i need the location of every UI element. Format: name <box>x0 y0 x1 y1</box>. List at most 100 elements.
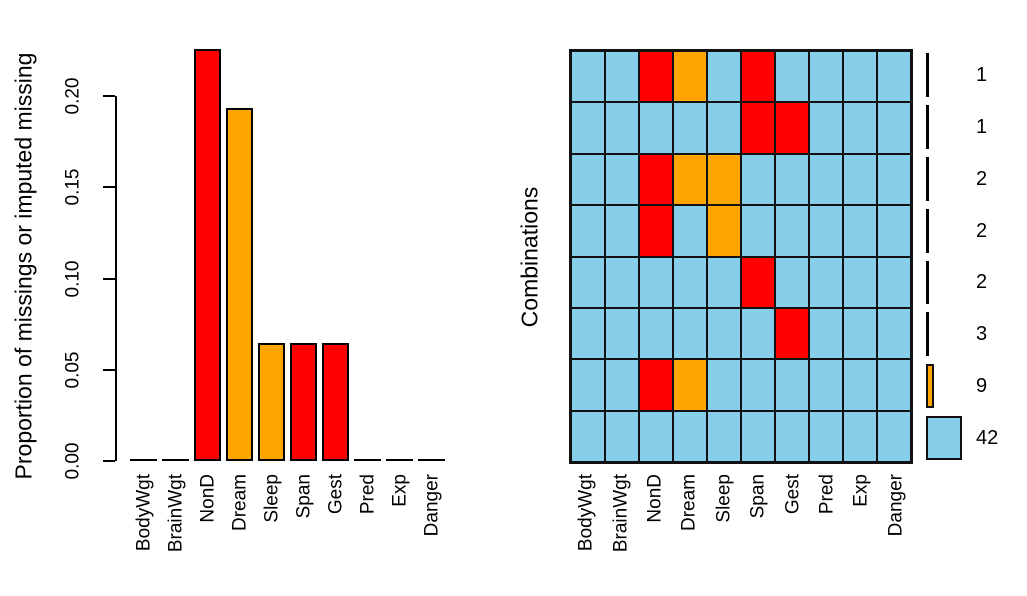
heatmap-cell-r8-brainwgt <box>605 410 639 462</box>
heatmap-cell-r7-pred <box>809 359 843 411</box>
combination-count-label: 9 <box>976 375 988 398</box>
legend-count-bar <box>926 104 929 149</box>
barplot-category-label: BrainWgt <box>165 474 186 552</box>
heatmap-cell-r1-danger <box>877 51 911 103</box>
barplot-category-label: Pred <box>357 474 378 515</box>
heatmap-cell-r5-span <box>741 256 775 308</box>
y-tick <box>103 95 115 97</box>
heatmap-category-label-text: BrainWgt <box>610 474 632 553</box>
heatmap-cell-r3-exp <box>843 153 877 206</box>
y-axis-line <box>115 96 117 461</box>
y-tick-label-text: 0.05 <box>62 351 84 389</box>
heatmap-category-label-text: NonD <box>644 474 666 523</box>
heatmap-cell-r1-brainwgt <box>605 51 639 103</box>
heatmap-cell-r8-danger <box>877 410 911 462</box>
heatmap-category-label: BodyWgt <box>576 474 597 551</box>
heatmap-cell-r2-span <box>741 102 775 154</box>
barplot-category-label-text: NonD <box>197 474 218 523</box>
heatmap-category-label: Pred <box>817 474 838 514</box>
heatmap-cell-r6-gest <box>775 307 809 360</box>
heatmap-cell-r7-brainwgt <box>605 359 639 411</box>
y-tick-label-text: 0.10 <box>62 260 84 297</box>
heatmap-cell-r3-gest <box>775 153 809 206</box>
heatmap-cell-r2-exp <box>843 102 877 154</box>
heatmap-category-label: Sleep <box>713 474 735 523</box>
heatmap-category-label: Dream <box>678 474 700 532</box>
bar-brainwgt-zero <box>162 459 189 461</box>
heatmap-cell-r4-bodywgt <box>571 205 605 257</box>
heatmap-cell-r5-danger <box>877 256 911 308</box>
heatmap-cell-r5-nond <box>639 256 673 308</box>
heatmap-cell-r5-bodywgt <box>571 256 605 308</box>
legend-count-bar <box>926 312 929 357</box>
combination-count-label: 2 <box>976 219 988 242</box>
bar-exp-zero <box>386 459 413 461</box>
legend-count-bar <box>926 260 929 305</box>
heatmap-category-label: Gest <box>782 474 803 514</box>
heatmap-cell-r5-gest <box>775 256 809 308</box>
combination-count-label: 1 <box>976 63 988 86</box>
barplot-category-label-text: Gest <box>325 474 346 515</box>
heatmap-cell-r3-bodywgt <box>571 153 605 206</box>
heatmap-category-label-text: Sleep <box>713 474 735 523</box>
heatmap-cell-r5-dream <box>673 256 707 308</box>
legend-count-bar <box>926 208 929 253</box>
heatmap-category-label-text: Danger <box>885 474 907 537</box>
legend-count-bar <box>926 416 962 460</box>
barplot-category-label-text: Span <box>293 474 314 519</box>
barplot-category-label: Dream <box>229 474 250 532</box>
heatmap-cell-r5-pred <box>809 256 843 308</box>
bar-sleep <box>258 343 285 461</box>
barplot-y-axis-title: Proportion of missings or imputed missin… <box>10 52 37 480</box>
barplot-category-label: NonD <box>197 474 218 523</box>
heatmap-cell-r6-pred <box>809 307 843 360</box>
barplot-y-axis-title-text: Proportion of missings or imputed missin… <box>10 52 37 480</box>
heatmap-cell-r6-brainwgt <box>605 307 639 360</box>
heatmap-cell-r7-sleep <box>707 359 741 411</box>
heatmap-cell-r3-brainwgt <box>605 153 639 206</box>
combinations-axis-title-text: Combinations <box>516 186 543 328</box>
heatmap-cell-r7-dream <box>673 359 707 411</box>
heatmap-cell-r6-danger <box>877 307 911 360</box>
heatmap-cell-r1-bodywgt <box>571 51 605 103</box>
heatmap-cell-r4-sleep <box>707 205 741 257</box>
heatmap-cell-r8-pred <box>809 410 843 462</box>
heatmap-cell-r8-dream <box>673 410 707 462</box>
heatmap-cell-r1-dream <box>673 51 707 103</box>
combination-count-label: 1 <box>976 115 988 138</box>
heatmap-cell-r5-sleep <box>707 256 741 308</box>
heatmap-cell-r1-gest <box>775 51 809 103</box>
heatmap-cell-r4-nond <box>639 205 673 257</box>
heatmap-cell-r8-exp <box>843 410 877 462</box>
barplot-category-label-text: Dream <box>229 474 250 532</box>
combinations-grid <box>569 49 913 464</box>
barplot-category-label-text: Pred <box>357 474 378 515</box>
y-tick-label: 0.20 <box>62 77 84 115</box>
bar-nond <box>194 48 221 461</box>
heatmap-cell-r3-pred <box>809 153 843 206</box>
heatmap-category-label: BrainWgt <box>610 474 632 553</box>
heatmap-cell-r2-nond <box>639 102 673 154</box>
heatmap-category-label: Exp <box>851 474 872 507</box>
heatmap-cell-r7-gest <box>775 359 809 411</box>
bar-dream <box>226 107 253 461</box>
barplot-category-label: Danger <box>421 474 442 536</box>
heatmap-cell-r3-dream <box>673 153 707 206</box>
heatmap-cell-r1-sleep <box>707 51 741 103</box>
y-tick-label-text: 0.00 <box>62 442 84 480</box>
heatmap-cell-r3-span <box>741 153 775 206</box>
barplot-category-label-text: BodyWgt <box>133 474 154 552</box>
y-tick-label-text: 0.20 <box>62 77 84 115</box>
heatmap-cell-r8-nond <box>639 410 673 462</box>
heatmap-cell-r5-exp <box>843 256 877 308</box>
combination-count-label: 2 <box>976 167 988 190</box>
heatmap-cell-r6-nond <box>639 307 673 360</box>
combinations-axis-title: Combinations <box>516 186 543 328</box>
heatmap-cell-r6-sleep <box>707 307 741 360</box>
barplot-category-label: BodyWgt <box>133 474 154 552</box>
heatmap-cell-r1-nond <box>639 51 673 103</box>
combination-count-label: 2 <box>976 271 988 294</box>
heatmap-category-label-text: Dream <box>678 474 700 532</box>
barplot-category-label-text: Sleep <box>261 474 282 523</box>
barplot-category-label: Sleep <box>261 474 282 523</box>
